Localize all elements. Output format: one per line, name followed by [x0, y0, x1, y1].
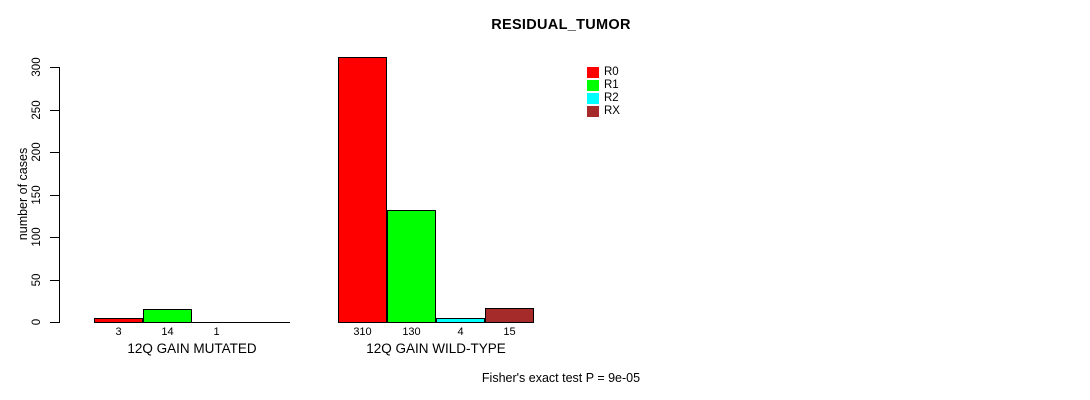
group-label: 12Q GAIN MUTATED: [127, 341, 257, 356]
legend-label: R2: [604, 92, 619, 104]
y-tick-label: 250: [31, 100, 43, 120]
bar-R1: [387, 210, 436, 323]
bar-R1: [143, 309, 192, 323]
y-tick-label: 150: [31, 185, 43, 205]
group-label: 12Q GAIN WILD-TYPE: [366, 341, 506, 356]
y-tick-mark: [50, 322, 59, 323]
bar-value-label: 310: [353, 326, 372, 338]
bar-R0: [338, 57, 387, 323]
legend-label: R0: [604, 66, 619, 78]
legend-swatch-R0: [587, 67, 599, 78]
y-tick-label: 100: [31, 227, 43, 247]
y-tick-mark: [50, 110, 59, 111]
legend-label: R1: [604, 79, 619, 91]
legend: R0 R1 R2 RX: [587, 66, 620, 118]
bar-R0: [94, 318, 143, 323]
y-tick-label: 200: [31, 142, 43, 162]
bar-value-label: 14: [161, 326, 174, 338]
y-tick-mark: [50, 280, 59, 281]
y-tick-label: 300: [31, 57, 43, 77]
y-axis-label: number of cases: [16, 147, 30, 241]
bar-value-label: 130: [402, 326, 421, 338]
legend-item: RX: [587, 105, 620, 118]
legend-item: R2: [587, 92, 620, 105]
bar-value-label: 1: [213, 326, 220, 338]
y-tick-mark: [50, 152, 59, 153]
bar-value-label: 4: [457, 326, 464, 338]
group-baseline: [94, 322, 290, 323]
bar-value-label: 3: [115, 326, 122, 338]
chart-title: RESIDUAL_TUMOR: [491, 17, 631, 33]
bar-R2: [436, 318, 485, 323]
bar-RX: [485, 308, 534, 323]
bar-value-label: 15: [503, 326, 516, 338]
legend-item: R1: [587, 79, 620, 92]
y-tick-mark: [50, 195, 59, 196]
legend-item: R0: [587, 66, 620, 79]
legend-swatch-R1: [587, 80, 599, 91]
footnote-text: Fisher's exact test P = 9e-05: [481, 371, 641, 385]
y-tick-mark: [50, 237, 59, 238]
legend-label: RX: [604, 105, 620, 117]
legend-swatch-R2: [587, 93, 599, 104]
y-tick-mark: [50, 67, 59, 68]
y-tick-label: 0: [31, 318, 43, 326]
legend-swatch-RX: [587, 106, 599, 117]
y-axis-line: [59, 67, 60, 323]
y-tick-label: 50: [31, 273, 43, 287]
